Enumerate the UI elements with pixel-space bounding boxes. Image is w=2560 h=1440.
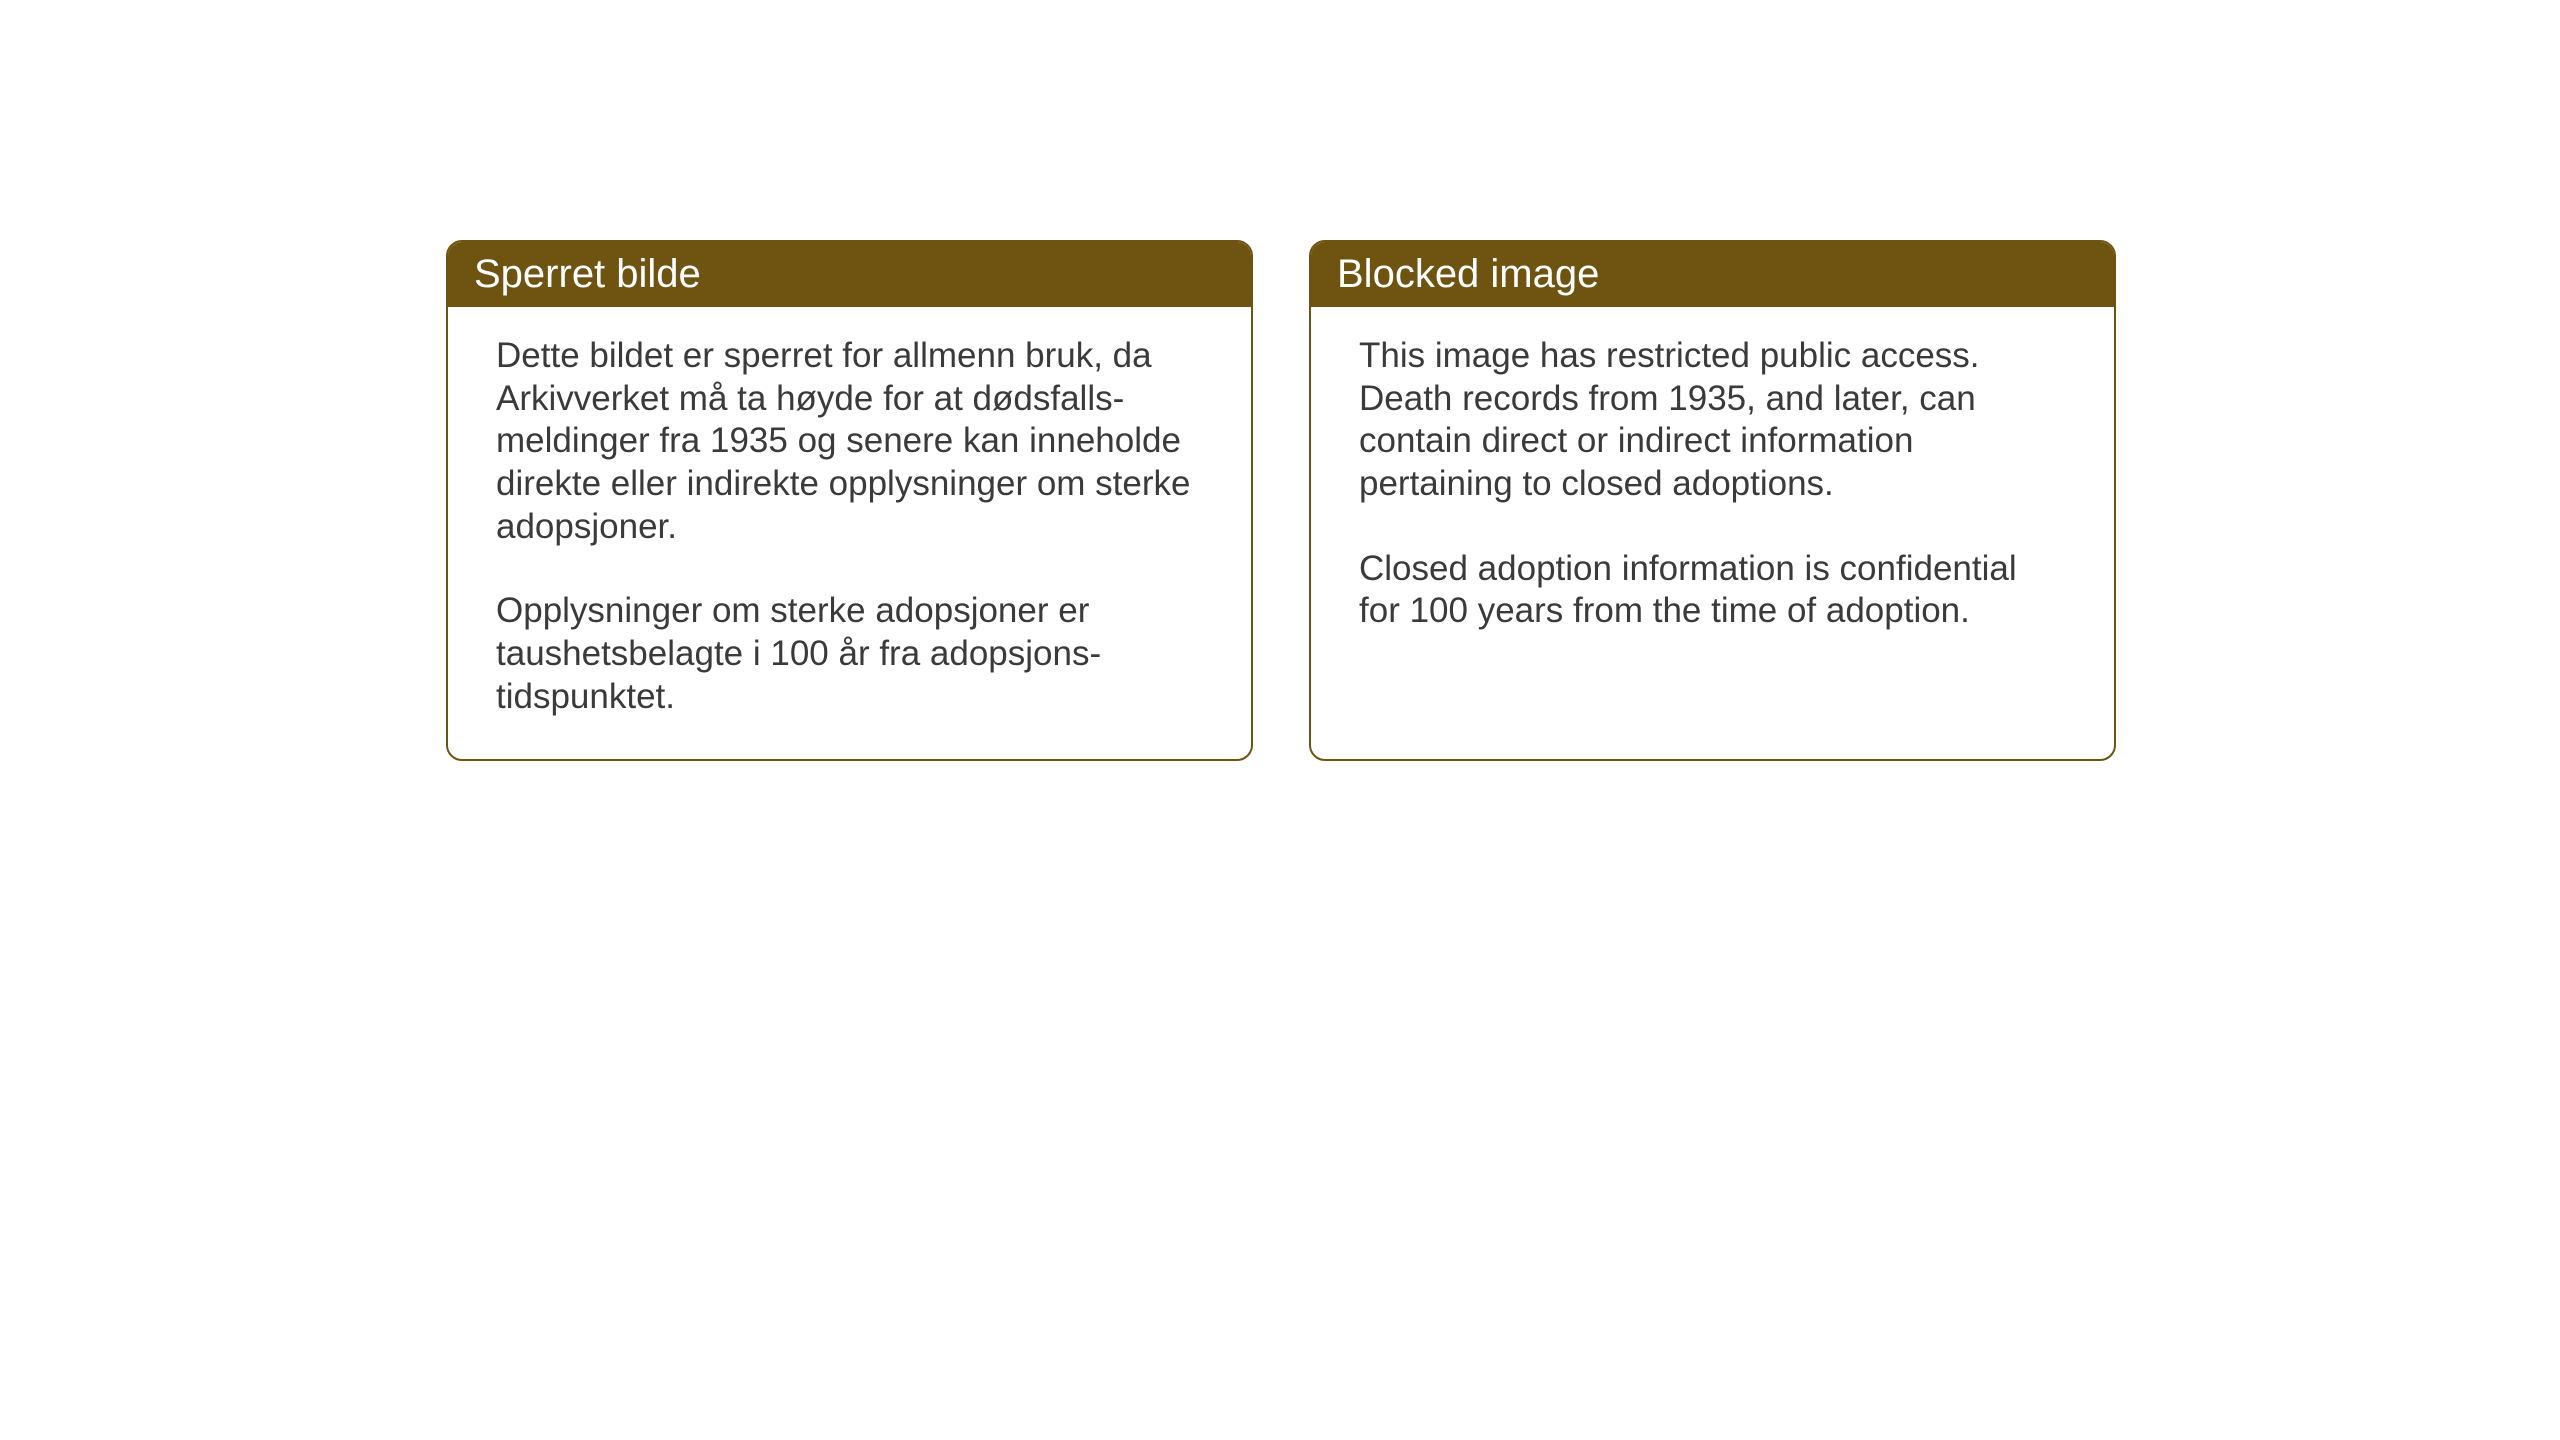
card-header-english: Blocked image (1311, 242, 2114, 307)
card-title-english: Blocked image (1337, 252, 1599, 296)
card-body-english: This image has restricted public access.… (1311, 307, 2114, 695)
card-paragraph-norwegian-2: Opplysninger om sterke adopsjoner er tau… (496, 590, 1203, 718)
card-paragraph-english-1: This image has restricted public access.… (1359, 335, 2066, 506)
card-paragraph-english-2: Closed adoption information is confident… (1359, 548, 2066, 633)
card-paragraph-norwegian-1: Dette bildet er sperret for allmenn bruk… (496, 335, 1203, 548)
card-body-norwegian: Dette bildet er sperret for allmenn bruk… (448, 307, 1251, 759)
notice-card-english: Blocked image This image has restricted … (1309, 240, 2116, 761)
card-header-norwegian: Sperret bilde (448, 242, 1251, 307)
card-title-norwegian: Sperret bilde (474, 252, 701, 296)
notice-card-norwegian: Sperret bilde Dette bildet er sperret fo… (446, 240, 1253, 761)
notice-cards-container: Sperret bilde Dette bildet er sperret fo… (446, 240, 2116, 761)
